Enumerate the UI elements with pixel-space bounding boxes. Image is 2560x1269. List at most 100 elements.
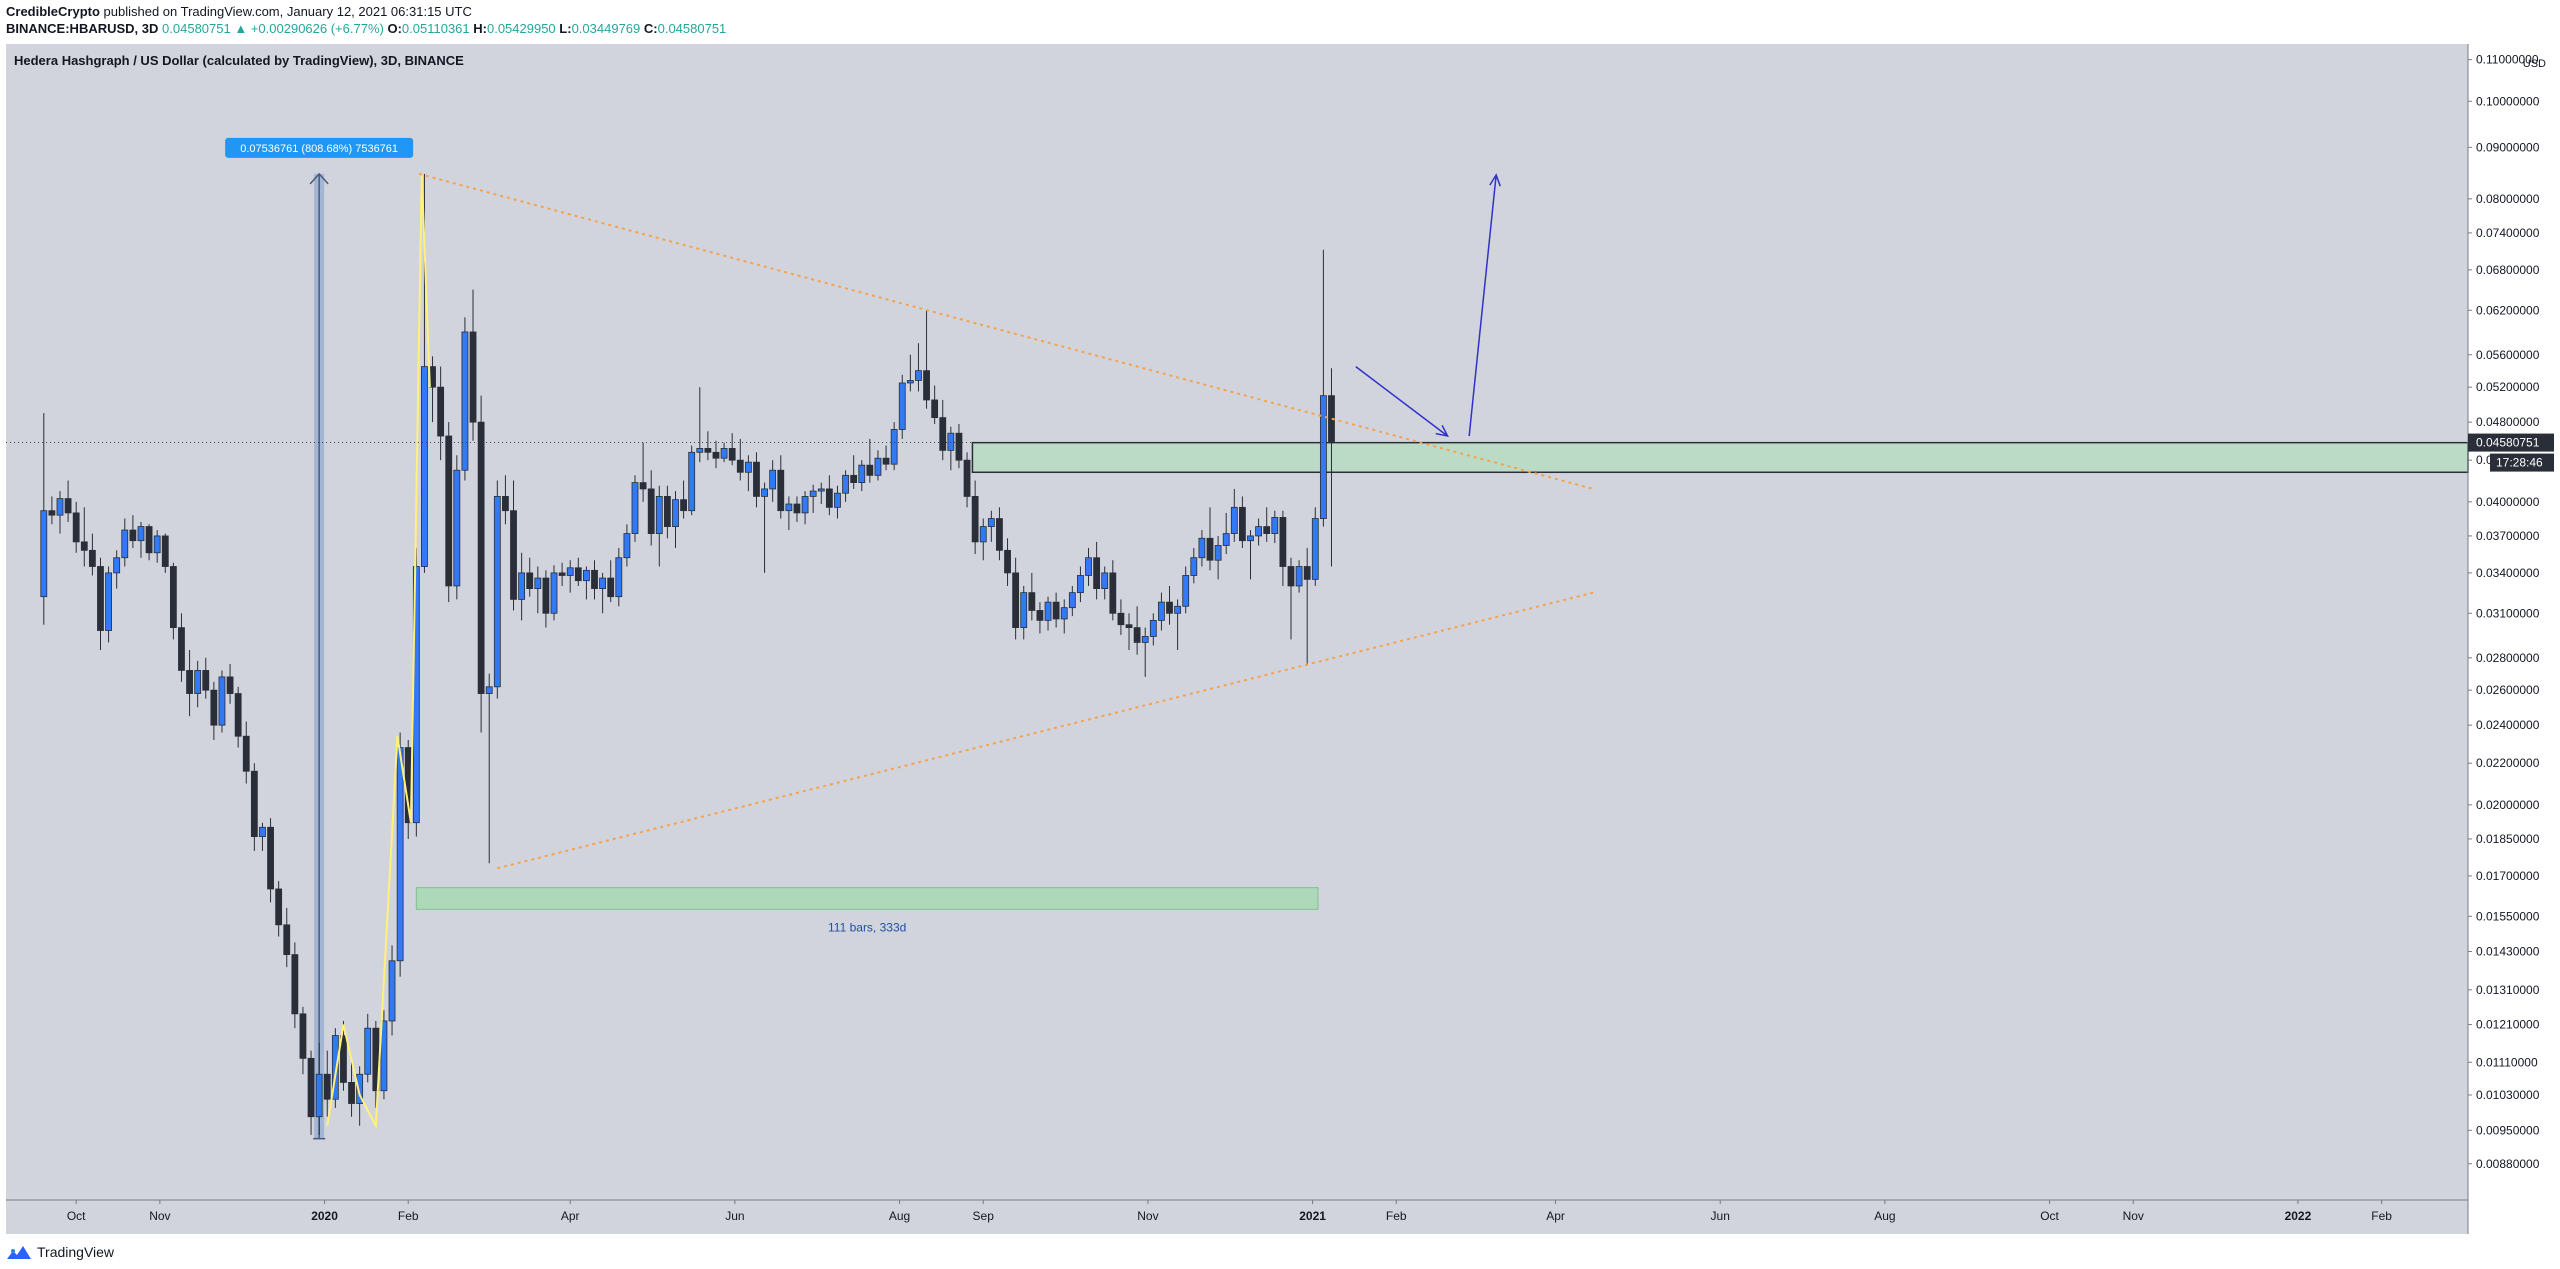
candle[interactable] <box>1109 560 1117 621</box>
candle[interactable] <box>210 681 218 740</box>
candle[interactable] <box>1271 510 1279 544</box>
candle[interactable] <box>1060 599 1068 634</box>
candle[interactable] <box>291 942 299 1029</box>
candle[interactable] <box>323 1050 331 1117</box>
candle[interactable] <box>1214 535 1222 580</box>
candle[interactable] <box>380 1010 388 1100</box>
candle[interactable] <box>809 484 817 513</box>
candle[interactable] <box>1125 613 1133 651</box>
candle[interactable] <box>113 550 121 589</box>
candle[interactable] <box>105 566 112 643</box>
candle[interactable] <box>987 510 995 542</box>
candle[interactable] <box>1158 592 1165 631</box>
candle[interactable] <box>761 482 768 573</box>
candle[interactable] <box>469 289 477 441</box>
candle[interactable] <box>1319 249 1327 527</box>
candle[interactable] <box>874 450 882 481</box>
candle[interactable] <box>817 482 825 505</box>
candle[interactable] <box>1311 507 1319 586</box>
candle[interactable] <box>202 657 210 699</box>
candle[interactable] <box>947 426 955 471</box>
candle[interactable] <box>785 496 793 531</box>
candle[interactable] <box>218 670 226 733</box>
candle[interactable] <box>736 438 744 481</box>
candle[interactable] <box>955 423 963 469</box>
candle[interactable] <box>825 475 833 516</box>
candle[interactable] <box>80 507 88 567</box>
candle[interactable] <box>388 945 396 1036</box>
footer-brand[interactable]: TradingView <box>37 1244 115 1260</box>
candle[interactable] <box>267 818 274 903</box>
candle[interactable] <box>299 1006 307 1075</box>
candle[interactable] <box>145 524 153 561</box>
candle[interactable] <box>88 533 96 576</box>
candle[interactable] <box>858 460 866 492</box>
candle[interactable] <box>1287 557 1295 640</box>
candle[interactable] <box>728 433 736 466</box>
chart-frame[interactable]: 111 bars, 333d 0.07536761 (808.68%) 75367… <box>6 44 2554 1234</box>
candle[interactable] <box>647 470 655 546</box>
candle[interactable] <box>40 413 48 625</box>
candle[interactable] <box>526 557 534 597</box>
candle[interactable] <box>461 317 469 481</box>
candle[interactable] <box>340 1020 347 1091</box>
candle[interactable] <box>704 431 712 461</box>
candle[interactable] <box>493 480 501 699</box>
candle[interactable] <box>1222 512 1230 555</box>
candle[interactable] <box>1085 547 1092 586</box>
candle[interactable] <box>1117 599 1125 635</box>
candle[interactable] <box>364 1013 372 1083</box>
candle[interactable] <box>1012 557 1020 640</box>
author-name[interactable]: CredibleCrypto <box>6 4 100 19</box>
candle[interactable] <box>1077 566 1084 603</box>
candle[interactable] <box>890 422 898 471</box>
candle[interactable] <box>1230 488 1238 542</box>
candle[interactable] <box>939 399 947 461</box>
candle[interactable] <box>1020 585 1028 640</box>
candle[interactable] <box>712 440 720 469</box>
bars-range-box[interactable] <box>415 887 1319 910</box>
candle[interactable] <box>599 572 607 614</box>
candle[interactable] <box>121 518 129 567</box>
candle[interactable] <box>1044 596 1052 631</box>
candle[interactable] <box>1190 547 1198 584</box>
candle[interactable] <box>510 480 517 611</box>
candle[interactable] <box>453 455 461 600</box>
candle[interactable] <box>1093 541 1101 600</box>
support-zone[interactable] <box>971 441 2469 474</box>
candle[interactable] <box>1198 530 1206 567</box>
candle[interactable] <box>1182 566 1190 614</box>
candle[interactable] <box>744 455 752 492</box>
candle[interactable] <box>574 557 582 586</box>
candle[interactable] <box>777 455 785 519</box>
candle[interactable] <box>866 438 874 483</box>
candle[interactable] <box>558 562 566 586</box>
candle[interactable] <box>1206 507 1214 571</box>
candle[interactable] <box>1295 560 1303 593</box>
candle[interactable] <box>534 566 542 614</box>
candle[interactable] <box>56 491 64 534</box>
candle[interactable] <box>688 445 696 516</box>
candle[interactable] <box>655 485 663 567</box>
candle[interactable] <box>906 354 914 392</box>
candle[interactable] <box>259 822 266 851</box>
candle[interactable] <box>672 491 679 548</box>
candle[interactable] <box>1255 518 1262 546</box>
candle[interactable] <box>1279 510 1287 586</box>
candle[interactable] <box>518 552 526 621</box>
candle[interactable] <box>137 521 145 558</box>
candle[interactable] <box>283 907 291 968</box>
candle[interactable] <box>178 613 185 682</box>
projection-arrow[interactable] <box>1355 366 1449 437</box>
candle[interactable] <box>348 1058 355 1117</box>
candle[interactable] <box>169 562 177 640</box>
candle[interactable] <box>1068 585 1076 617</box>
candle[interactable] <box>979 518 987 561</box>
candle[interactable] <box>931 385 939 424</box>
candle[interactable] <box>1052 592 1060 628</box>
candle[interactable] <box>898 374 906 439</box>
price-chart[interactable]: 111 bars, 333d 0.07536761 (808.68%) 75367… <box>6 44 2554 1234</box>
candle[interactable] <box>502 475 509 525</box>
candle[interactable] <box>566 560 574 593</box>
candle[interactable] <box>882 445 890 471</box>
